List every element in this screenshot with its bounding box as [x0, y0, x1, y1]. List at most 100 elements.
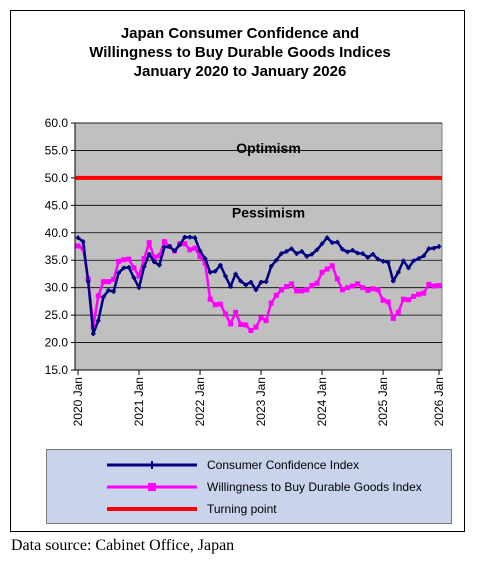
chart-title-line-3: January 2020 to January 2026	[133, 63, 347, 80]
x-tick-label: 2020 Jan	[71, 377, 85, 426]
data-point-consumer-confidence	[213, 269, 218, 274]
data-point-consumer-confidence	[248, 279, 254, 285]
data-point-durable-goods	[350, 283, 356, 289]
data-point-durable-goods	[161, 239, 167, 245]
data-point-consumer-confidence	[345, 249, 350, 255]
y-tick-label: 40.0	[45, 226, 69, 240]
chart-title-line-1: Japan Consumer Confidence and	[120, 25, 360, 42]
data-point-consumer-confidence	[253, 287, 259, 293]
data-point-consumer-confidence	[309, 251, 315, 257]
data-point-consumer-confidence	[172, 248, 177, 254]
data-point-durable-goods	[385, 299, 391, 305]
data-point-consumer-confidence	[258, 279, 264, 285]
data-point-durable-goods	[100, 279, 106, 285]
data-point-consumer-confidence	[279, 251, 284, 256]
legend-label-consumer-confidence: Consumer Confidence Index	[207, 458, 360, 472]
data-point-durable-goods	[339, 287, 345, 293]
data-point-consumer-confidence	[228, 284, 233, 289]
data-point-consumer-confidence	[162, 244, 167, 250]
data-point-consumer-confidence	[319, 241, 325, 246]
data-point-durable-goods	[187, 247, 193, 253]
data-point-consumer-confidence	[106, 288, 111, 293]
data-point-durable-goods	[324, 266, 330, 272]
data-point-consumer-confidence	[299, 249, 304, 254]
legend-item-durable-goods: Willingness to Buy Durable Goods Index	[107, 477, 447, 497]
data-point-consumer-confidence	[101, 294, 106, 300]
data-point-consumer-confidence	[269, 264, 274, 269]
data-point-consumer-confidence	[131, 275, 137, 280]
data-point-durable-goods	[319, 269, 325, 275]
chart-title: Japan Consumer Confidence and Willingnes…	[0, 24, 480, 81]
data-point-consumer-confidence	[350, 248, 355, 253]
y-tick-label: 55.0	[45, 143, 69, 157]
data-point-consumer-confidence	[330, 240, 335, 245]
data-point-durable-goods	[268, 300, 274, 306]
y-tick-label: 20.0	[45, 336, 69, 350]
data-point-consumer-confidence	[370, 251, 376, 257]
data-point-consumer-confidence	[141, 264, 147, 270]
data-point-consumer-confidence	[385, 260, 391, 265]
annotation-pessimism: Pessimism	[232, 204, 305, 220]
data-point-consumer-confidence	[431, 245, 437, 251]
data-point-durable-goods	[253, 324, 259, 330]
data-point-consumer-confidence	[340, 247, 345, 252]
data-point-durable-goods	[116, 258, 122, 264]
data-point-consumer-confidence	[335, 239, 340, 245]
data-point-durable-goods	[329, 263, 335, 269]
data-point-durable-goods	[314, 280, 320, 286]
data-point-durable-goods	[278, 287, 284, 293]
data-point-consumer-confidence	[152, 259, 157, 265]
data-point-durable-goods	[197, 253, 203, 259]
data-point-consumer-confidence	[263, 279, 269, 284]
data-point-durable-goods	[212, 302, 218, 308]
legend-item-consumer-confidence: Consumer Confidence Index	[107, 455, 447, 475]
data-point-durable-goods	[136, 273, 142, 279]
data-point-consumer-confidence	[238, 278, 243, 284]
x-tick-label: 2025 Jan	[376, 377, 390, 426]
data-point-consumer-confidence	[375, 256, 381, 262]
data-point-consumer-confidence	[121, 265, 126, 271]
data-point-durable-goods	[146, 240, 152, 246]
x-tick-label: 2022 Jan	[193, 377, 207, 426]
data-point-durable-goods	[192, 245, 198, 251]
data-point-durable-goods	[222, 311, 228, 317]
data-point-durable-goods	[106, 279, 112, 285]
y-tick-label: 60.0	[45, 116, 69, 130]
legend-label-turning-point: Turning point	[207, 502, 277, 516]
x-tick-label: 2024 Jan	[315, 377, 329, 426]
data-point-durable-goods	[217, 301, 223, 307]
data-point-consumer-confidence	[157, 262, 162, 268]
data-point-durable-goods	[111, 276, 117, 282]
data-point-durable-goods	[421, 290, 427, 296]
data-point-consumer-confidence	[396, 270, 401, 275]
data-point-durable-goods	[426, 281, 432, 287]
data-point-durable-goods	[258, 315, 264, 321]
data-point-consumer-confidence	[426, 246, 432, 251]
y-tick-label: 15.0	[45, 363, 69, 377]
data-point-consumer-confidence	[177, 242, 182, 248]
data-point-consumer-confidence	[75, 235, 81, 240]
data-point-consumer-confidence	[365, 255, 371, 260]
y-tick-label: 25.0	[45, 308, 69, 322]
legend-swatch-consumer-confidence	[107, 461, 197, 469]
data-point-consumer-confidence	[197, 248, 203, 254]
data-point-consumer-confidence	[126, 265, 132, 270]
data-point-durable-goods	[360, 285, 366, 291]
data-point-consumer-confidence	[207, 270, 213, 275]
x-tick-label: 2023 Jan	[254, 377, 268, 426]
x-tick-label: 2026 Jan	[432, 377, 446, 426]
annotation-optimism: Optimism	[236, 140, 301, 156]
data-point-durable-goods	[126, 256, 132, 262]
data-point-consumer-confidence	[360, 251, 365, 256]
data-point-durable-goods	[334, 276, 340, 282]
data-point-durable-goods	[131, 265, 137, 271]
data-point-durable-goods	[151, 254, 157, 260]
legend-swatch-durable-goods	[107, 483, 197, 491]
data-point-consumer-confidence	[187, 234, 193, 240]
data-point-durable-goods	[416, 291, 422, 297]
data-point-durable-goods	[95, 293, 101, 299]
data-point-consumer-confidence	[391, 278, 396, 284]
data-point-consumer-confidence	[289, 246, 294, 251]
data-point-durable-goods	[400, 296, 406, 302]
data-point-durable-goods	[207, 296, 213, 302]
